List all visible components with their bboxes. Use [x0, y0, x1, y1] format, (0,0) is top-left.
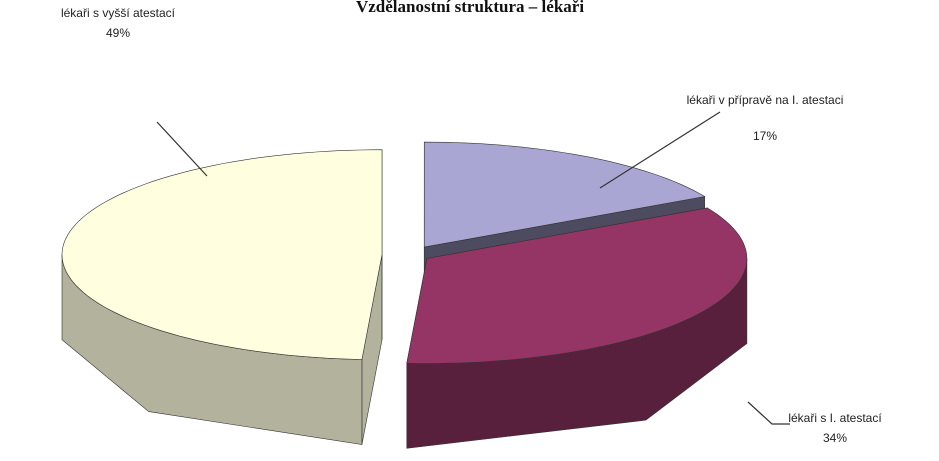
slice-label: lékaři s I. atestací: [788, 411, 882, 425]
slice: [406, 207, 748, 364]
slice: [423, 141, 706, 248]
chart-title: Vzdělanostní struktura – lékaři: [356, 0, 584, 16]
value-label: 17%: [753, 129, 777, 143]
leader-line: [599, 111, 721, 189]
leader-line: [747, 401, 790, 425]
value-label: 34%: [823, 431, 847, 445]
value-label: 49%: [106, 26, 130, 40]
slice-label: lékaři s vyšší atestací: [61, 6, 176, 20]
slice: [61, 149, 383, 360]
leader-line: [156, 121, 208, 177]
slice-label: lékaři v přípravě na I. atestaci: [687, 93, 844, 107]
